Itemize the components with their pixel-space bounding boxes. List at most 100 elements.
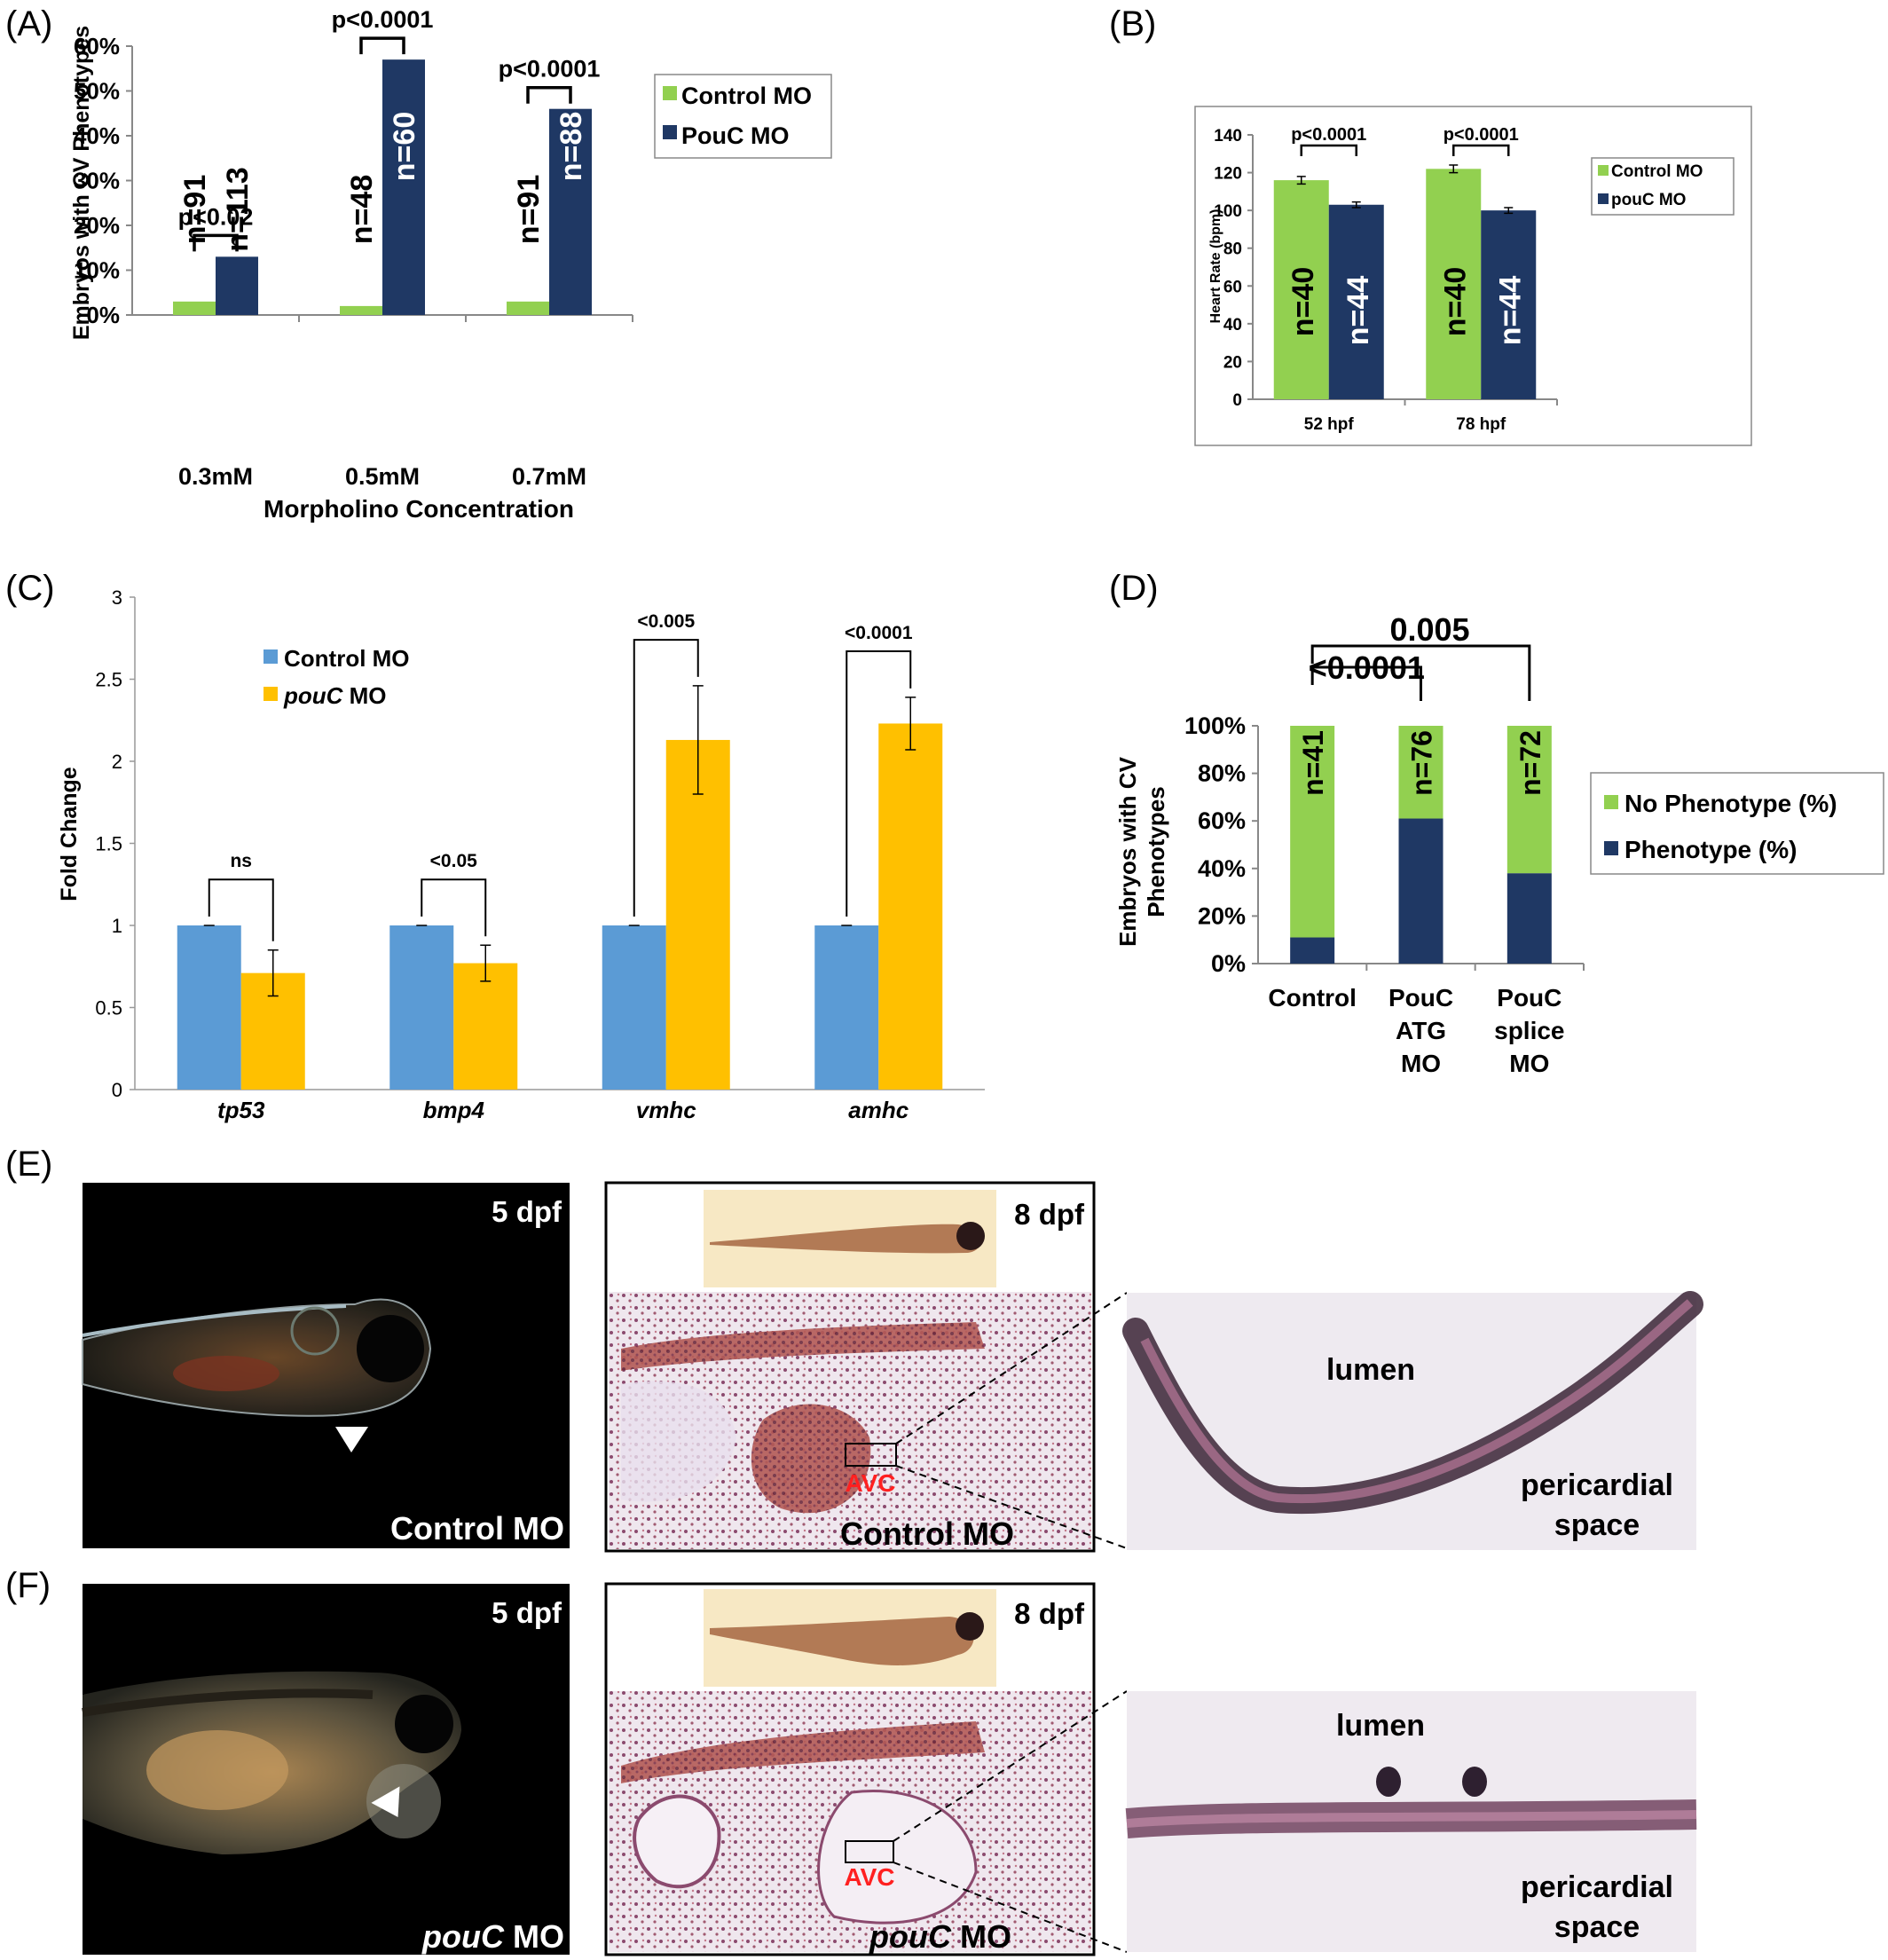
a-n-label-pouc: n=60	[388, 112, 421, 181]
d-y-axis-label-line1: Embryos with CV	[1114, 756, 1141, 946]
b-bar-control	[1273, 180, 1329, 399]
f-zoom-box	[845, 1840, 894, 1863]
d-y-axis-label-line2: Phenotypes	[1143, 786, 1169, 917]
a-n-label-control: n=91	[178, 175, 212, 244]
c-significance-bracket	[633, 639, 699, 917]
a-y-axis-label: Embryos with CV Phenotypes	[69, 26, 94, 340]
b-y-axis-label: Heart Rate (bpm)	[1208, 209, 1223, 324]
a-x-tick-label: 0.7mM	[512, 463, 586, 490]
c-y-tick-label: 0.5	[95, 997, 122, 1019]
d-x-tick-label: PouC	[1388, 984, 1453, 1011]
c-pvalue-label: <0.0001	[845, 623, 913, 643]
e-space-label: space	[1554, 1508, 1640, 1542]
panel-letter-c: (C)	[5, 569, 55, 608]
d-legend-swatch-phenotype	[1604, 841, 1618, 855]
b-errorbar-control	[1449, 164, 1459, 174]
c-errorbar-pouc	[267, 949, 279, 997]
b-y-tick-label: 120	[1214, 165, 1242, 184]
c-pvalue-label: <0.05	[430, 851, 477, 871]
b-legend: Control MO pouC MO	[1591, 157, 1735, 216]
d-x-tick-label: MO	[1401, 1050, 1441, 1077]
d-legend: No Phenotype (%) Phenotype (%)	[1590, 772, 1884, 875]
a-pvalue-label: p<0.02	[178, 203, 254, 230]
b-x-tick-label: 52 hpf	[1304, 415, 1355, 434]
c-y-tick-label: 2	[112, 751, 122, 773]
panel-letter-f: (F)	[5, 1566, 51, 1605]
d-bar-no-phenotype	[1290, 726, 1335, 938]
e-stage-mid: 8 dpf	[1014, 1198, 1085, 1231]
f-lumen-label: lumen	[1336, 1709, 1425, 1743]
b-bar-control	[1426, 169, 1482, 400]
panel-c: (C) 0 0.5 1 1.5 2 2.5 3 tp53 ns bmp4 <0.05 vmhc <0.0…	[5, 569, 985, 1123]
d-x-tick-label: ATG	[1396, 1017, 1446, 1044]
panel-d: (D) 0% 20% 40% 60% 80% 100% Control n=41 PouC ATG…	[1109, 569, 1884, 1077]
d-y-tick-label: 20%	[1198, 902, 1246, 929]
b-y-tick-label: 0	[1232, 391, 1242, 410]
f-stage-left: 5 dpf	[492, 1596, 562, 1629]
b-y-tick-label: 100	[1214, 202, 1242, 221]
f-zoom-line-top	[893, 1690, 1128, 1842]
panel-e: (E) 5 dpf Control MO 8 dpf AVC Control M…	[5, 1145, 1703, 1553]
f-left-caption: pouC MO	[421, 1918, 564, 1955]
d-n-label: n=76	[1406, 730, 1438, 796]
a-legend: Control MO PouC MO	[654, 74, 832, 159]
f-avc-label: AVC	[844, 1863, 894, 1891]
d-y-tick-label: 40%	[1198, 855, 1246, 882]
panel-b: (B) 0 20 40 60 80 100 120 140 52 hpf n=40 n=44 p<0.…	[1109, 4, 1752, 446]
d-legend-no-phenotype: No Phenotype (%)	[1624, 790, 1837, 817]
e-pericardial-label: pericardial	[1521, 1468, 1673, 1502]
b-n-label-control: n=40	[1438, 267, 1472, 336]
c-legend-swatch-control	[264, 649, 278, 664]
b-y-tick-label: 40	[1223, 316, 1242, 335]
c-y-axis-label: Fold Change	[57, 767, 82, 901]
b-errorbar-pouc	[1504, 207, 1514, 215]
a-n-label-control: n=91	[512, 175, 546, 244]
e-zoom-box	[845, 1443, 897, 1467]
b-legend-pouc: pouC MO	[1611, 191, 1686, 209]
b-pvalue-label: p<0.0001	[1291, 125, 1366, 145]
c-x-tick-label: vmhc	[636, 1097, 696, 1123]
a-significance-bracket	[526, 85, 572, 104]
a-bar-control	[173, 301, 216, 315]
c-bar-pouc	[453, 963, 518, 1090]
f-pericardial-label: pericardial	[1521, 1870, 1673, 1904]
b-bar-pouc	[1328, 204, 1384, 399]
b-legend-swatch-control	[1598, 165, 1609, 176]
b-significance-bracket	[1300, 144, 1357, 156]
a-y-tick-label: 40%	[74, 122, 120, 149]
f-mid-caption: pouC MO	[869, 1918, 1011, 1955]
b-y-tick-label: 20	[1223, 353, 1242, 372]
a-n-label-pouc: n=88	[555, 112, 588, 181]
c-x-tick-label: amhc	[848, 1097, 909, 1123]
d-x-tick-label: PouC	[1497, 984, 1562, 1011]
e-lumen-label: lumen	[1326, 1353, 1415, 1387]
d-x-tick-label: splice	[1494, 1017, 1564, 1044]
e-zoom-image	[1127, 1293, 1696, 1550]
b-errorbar-pouc	[1351, 201, 1361, 209]
c-bar-pouc	[878, 723, 943, 1090]
a-y-tick-label: 0%	[86, 302, 120, 328]
e-mid-caption: Control MO	[840, 1515, 1014, 1552]
a-x-tick-label: 0.3mM	[178, 463, 253, 490]
d-bar-phenotype	[1398, 818, 1444, 964]
a-y-tick-label: 60%	[74, 33, 120, 59]
b-legend-swatch-pouc	[1598, 193, 1609, 204]
c-significance-bracket	[421, 878, 487, 937]
d-bar-no-phenotype	[1398, 726, 1444, 819]
c-y-tick-label: 1	[112, 915, 122, 937]
b-n-label-control: n=40	[1286, 267, 1320, 336]
c-pvalue-label: ns	[230, 851, 252, 871]
a-bar-pouc	[549, 108, 592, 315]
a-legend-control: Control MO	[681, 83, 812, 109]
d-bar-phenotype	[1290, 937, 1335, 964]
c-errorbar-pouc	[905, 697, 916, 751]
c-x-tick-label: tp53	[217, 1097, 265, 1123]
panel-letter-d: (D)	[1109, 569, 1159, 608]
e-zoom-line-bottom	[895, 1465, 1128, 1549]
c-bar-control	[389, 925, 454, 1090]
c-bar-control	[602, 925, 666, 1090]
b-y-tick-label: 60	[1223, 278, 1242, 296]
b-y-tick-label: 80	[1223, 240, 1242, 259]
